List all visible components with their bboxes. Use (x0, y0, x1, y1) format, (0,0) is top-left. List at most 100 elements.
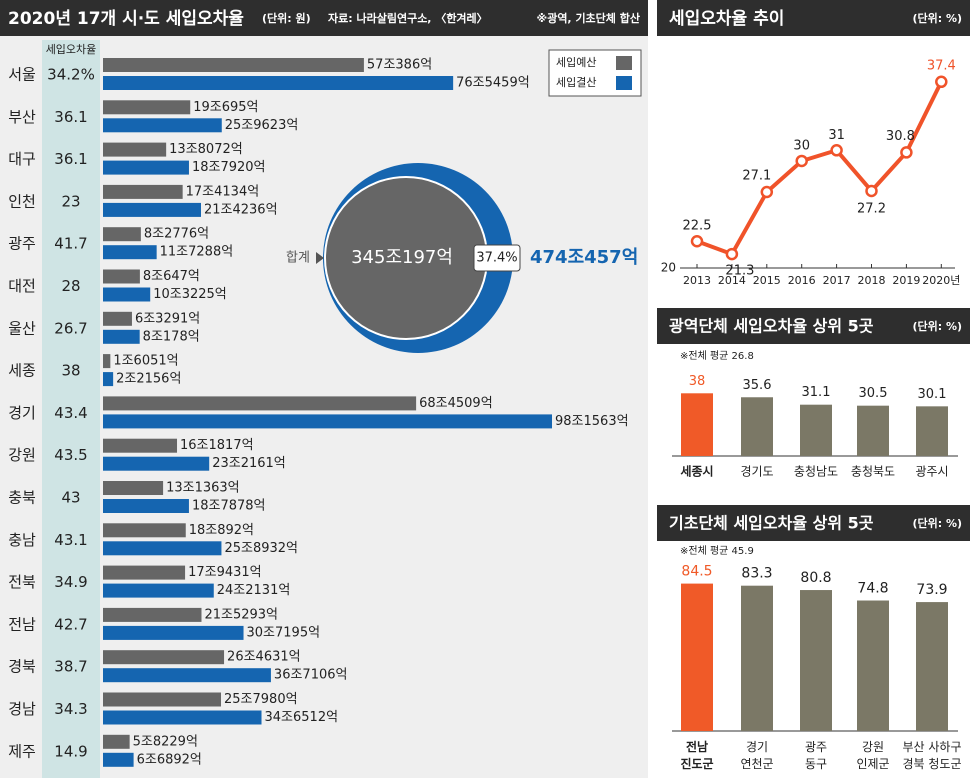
value-label: 13조1363억 (166, 481, 240, 496)
legend-swatch (616, 76, 632, 90)
value-label: 83.3 (741, 566, 772, 582)
value-label: 68조4509억 (419, 396, 493, 411)
unit-label: (단위: %) (912, 319, 962, 333)
value-label: 31 (828, 128, 845, 143)
region-label: 부산 (8, 108, 36, 126)
value-label: 21조5293억 (204, 607, 278, 622)
x-tick-label: 2018 (858, 274, 886, 287)
chart-title: 광역단체 세입오차율 상위 5곳 (669, 317, 874, 336)
point (795, 154, 808, 168)
value-label: 11조7288억 (160, 245, 234, 260)
bar (103, 354, 111, 369)
x-tick-label: 광주시 (915, 465, 948, 479)
bar (103, 100, 191, 115)
bar (103, 184, 183, 199)
value-label: 2조2156억 (116, 372, 181, 387)
title-bar (657, 0, 970, 36)
x-tick-label: 세종시 (680, 464, 713, 479)
rate-label: 36.1 (54, 150, 87, 168)
note: ※전체 평균 26.8 (680, 350, 754, 362)
value-label: 5조8229억 (133, 734, 198, 749)
region-label: 전북 (8, 573, 36, 591)
bar (103, 287, 151, 302)
x-tick-label: 광주 동구 (805, 740, 827, 771)
region-label: 경기 (8, 404, 36, 422)
x-tick-label: 2014 (718, 274, 746, 287)
bar (103, 58, 364, 72)
rate-label: 34.9 (54, 573, 87, 591)
x-tick-label: 전남 진도군 (680, 739, 713, 771)
bar (103, 668, 271, 683)
note: ※광역, 기초단체 합산 (537, 11, 641, 25)
rate-label: 36.1 (54, 108, 87, 126)
value-label: 27.1 (742, 169, 771, 184)
bar (103, 396, 417, 411)
legend-swatch (616, 56, 632, 70)
x-tick-label: 경기도 (740, 465, 773, 479)
unit-label: (단위: 원) (262, 11, 311, 25)
x-tick-label: 2016 (788, 274, 816, 287)
value-label: 30조7195억 (247, 625, 321, 640)
total-label: 합계 (286, 251, 310, 266)
rate-column (42, 40, 100, 778)
value-label: 30.8 (886, 129, 915, 144)
rate-label: 42.7 (54, 615, 87, 633)
region-label: 제주 (8, 742, 36, 760)
total-budget-label: 345조197억 (351, 247, 453, 268)
region-label: 충북 (8, 489, 36, 507)
bar (103, 752, 134, 767)
region-label: 서울 (8, 66, 36, 84)
bar (857, 405, 889, 456)
value-label: 8조178억 (143, 329, 200, 344)
value-label: 8조647억 (143, 269, 200, 284)
bar (103, 692, 222, 707)
point (690, 234, 704, 248)
x-tick-label: 강원 인제군 (856, 740, 889, 771)
bar (103, 625, 244, 640)
x-tick-label: 2017 (823, 274, 851, 287)
rate-label: 41.7 (54, 235, 87, 253)
rate-label: 43.4 (54, 404, 87, 422)
region-label: 경북 (8, 658, 36, 676)
region-label: 대전 (8, 277, 36, 295)
value-label: 25조7980억 (224, 692, 298, 707)
rate-label: 28 (61, 277, 80, 295)
region-label: 광주 (8, 235, 36, 253)
bar (103, 372, 114, 387)
value-label: 23조2161억 (212, 456, 286, 471)
rate-label: 26.7 (54, 319, 87, 337)
chart-title: 세입오차율 추이 (669, 9, 784, 29)
value-label: 24조2131억 (217, 583, 291, 598)
bar (103, 245, 157, 260)
value-label: 18조892억 (189, 523, 254, 538)
bar (916, 406, 948, 456)
bar (916, 602, 948, 731)
total-rate-box (473, 244, 521, 272)
rate-label: 14.9 (54, 742, 87, 760)
legend-label: 세입결산 (556, 76, 596, 89)
bar (103, 456, 210, 471)
value-label: 21.3 (725, 264, 754, 279)
bar (103, 329, 140, 344)
rate-label: 38.7 (54, 658, 87, 676)
value-label: 17조9431억 (188, 565, 262, 580)
divider (648, 0, 657, 778)
bar (103, 227, 141, 242)
bar (103, 438, 178, 453)
title-bar (657, 308, 970, 344)
rate-label: 23 (61, 192, 80, 210)
value-label: 19조695억 (193, 100, 258, 115)
unit-label: (단위: %) (912, 11, 962, 25)
bar (103, 118, 222, 133)
bar (103, 311, 132, 326)
value-label: 26조4631억 (227, 650, 301, 665)
value-label: 25조8932억 (224, 541, 298, 556)
value-label: 18조7920억 (192, 160, 266, 175)
bar (857, 600, 889, 731)
value-label: 22.5 (683, 219, 712, 234)
region-label: 충남 (8, 531, 36, 549)
value-label: 30.5 (859, 386, 888, 401)
bar (103, 142, 167, 157)
region-label: 대구 (8, 150, 36, 168)
bar (103, 650, 225, 665)
